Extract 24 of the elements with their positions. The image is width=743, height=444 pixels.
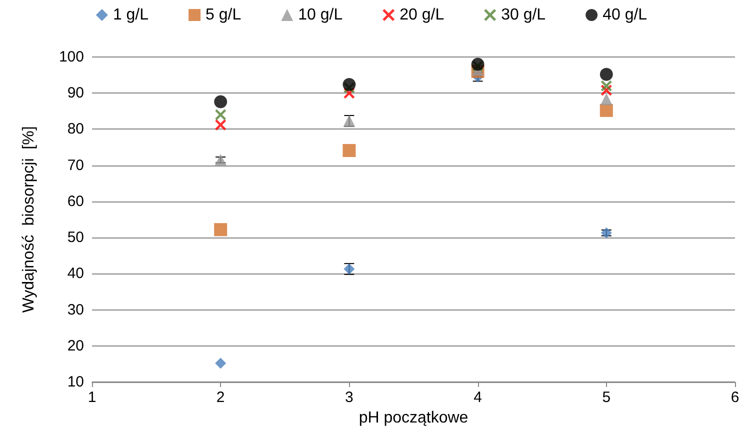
legend-label: 1 g/L bbox=[112, 6, 149, 24]
y-tick-label: 100 bbox=[58, 48, 84, 66]
y-tick-label: 60 bbox=[67, 192, 84, 210]
y-tick-label: 90 bbox=[67, 84, 84, 102]
x-tick-label: 6 bbox=[730, 389, 740, 406]
legend-label: 20 g/L bbox=[400, 6, 444, 24]
y-tick-label: 50 bbox=[67, 229, 84, 246]
x-tick-label: 3 bbox=[345, 389, 354, 406]
y-tick-label: 40 bbox=[67, 265, 84, 282]
x-axis-title: pH początkowe bbox=[358, 410, 468, 426]
y-tick-label: 20 bbox=[67, 337, 84, 354]
y-axis-title: Wydajność biosorpcji [%] bbox=[20, 126, 38, 313]
legend-label: 5 g/L bbox=[206, 6, 242, 24]
y-tick-label: 30 bbox=[67, 301, 84, 318]
legend-label: 30 g/L bbox=[501, 6, 546, 24]
y-tick-label: 80 bbox=[67, 120, 84, 138]
legend-label: 40 g/L bbox=[602, 6, 648, 24]
y-tick-label: 70 bbox=[67, 156, 84, 174]
y-tick-label: 10 bbox=[67, 374, 84, 390]
x-tick-label: 1 bbox=[88, 389, 96, 406]
x-tick-label: 4 bbox=[474, 389, 482, 406]
legend-label: 10 g/L bbox=[298, 6, 343, 24]
x-tick-label: 5 bbox=[602, 389, 611, 406]
x-tick-label: 2 bbox=[216, 389, 225, 406]
